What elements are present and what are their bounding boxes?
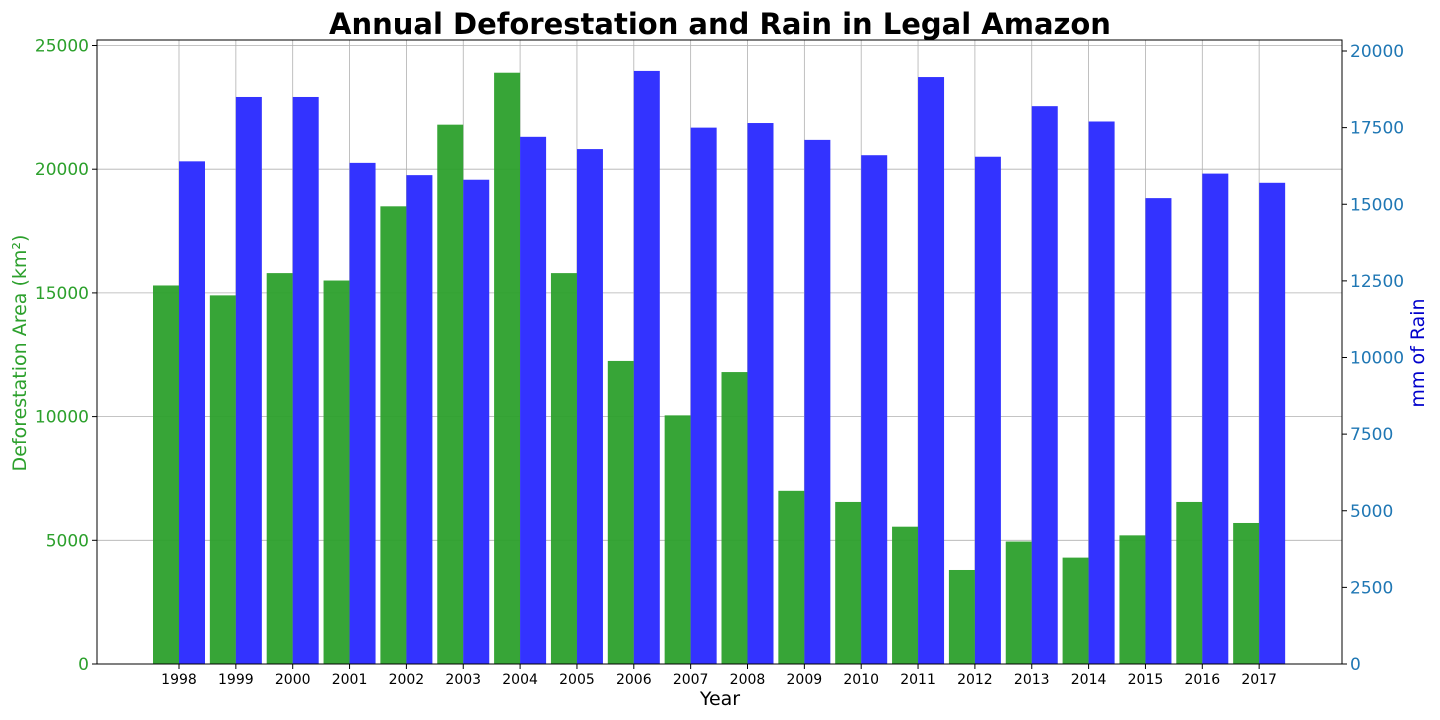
right-tick-label: 10000 [1350,349,1404,369]
bar-deforestation-2001 [323,280,350,664]
x-tick-label: 1998 [161,672,197,688]
right-tick-label: 12500 [1350,272,1404,292]
bar-deforestation-2014 [1062,557,1089,664]
x-tick-label: 2004 [502,672,538,688]
x-tick-label: 2010 [843,672,879,688]
x-tick-label: 2016 [1184,672,1220,688]
bar-rain-2006 [633,70,660,665]
bar-deforestation-2015 [1119,535,1146,664]
bar-rain-2011 [918,77,945,665]
bar-rain-2002 [406,175,433,664]
bar-rain-2004 [520,136,547,664]
left-tick-label: 20000 [35,160,89,180]
right-tick-label: 17500 [1350,119,1404,139]
bar-deforestation-2009 [778,490,805,664]
x-tick-label: 2005 [559,672,595,688]
chart-title: Annual Deforestation and Rain in Legal A… [329,7,1111,41]
bar-deforestation-2004 [494,72,521,665]
bar-deforestation-2012 [948,569,975,664]
right-tick-label: 15000 [1350,195,1404,215]
x-tick-label: 2017 [1241,672,1277,688]
bar-deforestation-2017 [1233,522,1260,664]
bar-rain-2017 [1259,182,1286,665]
bar-deforestation-2006 [607,360,634,664]
x-tick-label: 2007 [673,672,709,688]
bar-deforestation-2016 [1176,501,1203,664]
x-tick-label: 2006 [616,672,652,688]
bar-rain-2001 [349,162,376,664]
left-axis-label: Deforestation Area (km²) [9,235,31,472]
x-tick-label: 2012 [957,672,993,688]
x-tick-label: 2009 [787,672,823,688]
bar-rain-2008 [747,123,774,665]
bar-rain-2012 [974,156,1001,664]
x-axis-ticks: 1998 1999 2000 2001 2002 2003 2004 2005 2006 2007… [161,664,1277,688]
x-tick-label: 2000 [275,672,311,688]
bar-deforestation-2008 [721,372,748,664]
bar-rain-1999 [235,96,262,665]
bar-deforestation-1998 [153,285,179,664]
right-tick-label: 2500 [1350,578,1393,598]
bar-rain-2005 [576,149,603,664]
left-tick-label: 5000 [46,531,89,551]
right-tick-label: 5000 [1350,502,1393,522]
bar-rain-2003 [463,179,490,665]
x-axis-label: Year [699,688,740,710]
bar-rain-2010 [861,155,888,664]
x-tick-label: 2001 [332,672,368,688]
bar-rain-1998 [179,161,205,664]
bar-deforestation-2003 [437,124,464,665]
x-tick-label: 1999 [218,672,254,688]
bar-deforestation-2005 [550,273,577,664]
right-tick-label: 7500 [1350,425,1393,445]
x-tick-label: 2008 [730,672,766,688]
bar-rain-2014 [1088,121,1115,665]
x-tick-label: 2002 [389,672,425,688]
x-tick-label: 2003 [445,672,481,688]
bar-deforestation-2011 [892,526,919,664]
plot-frame [96,39,1343,665]
right-axis-label: mm of Rain [1407,298,1429,407]
right-axis-ticks: 0 2500 5000 7500 10000 12500 15000 17500 20000 [1342,42,1404,675]
bar-rain-2016 [1202,173,1229,664]
bar-deforestation-1999 [209,295,236,664]
x-tick-label: 2014 [1071,672,1107,688]
bar-deforestation-2007 [664,415,691,664]
deforestation-bars [153,72,1260,665]
bar-rain-2007 [690,127,717,664]
bar-rain-2009 [804,139,831,664]
left-tick-label: 10000 [35,408,89,428]
bar-deforestation-2002 [380,206,407,664]
bar-rain-2015 [1145,198,1172,664]
bar-deforestation-2000 [266,273,293,664]
bar-rain-2000 [292,96,319,665]
left-tick-label: 15000 [35,284,89,304]
rain-bars [179,70,1286,665]
x-tick-label: 2011 [900,672,936,688]
left-axis-ticks: 0 5000 10000 15000 20000 25000 [35,37,97,675]
x-tick-label: 2015 [1128,672,1164,688]
left-tick-label: 25000 [35,37,89,57]
bar-rain-2013 [1031,106,1058,665]
bar-deforestation-2013 [1005,541,1032,664]
right-tick-label: 20000 [1350,42,1404,62]
bar-deforestation-2010 [835,501,862,664]
right-tick-label: 0 [1350,655,1361,675]
left-tick-label: 0 [78,655,89,675]
x-tick-label: 2013 [1014,672,1050,688]
